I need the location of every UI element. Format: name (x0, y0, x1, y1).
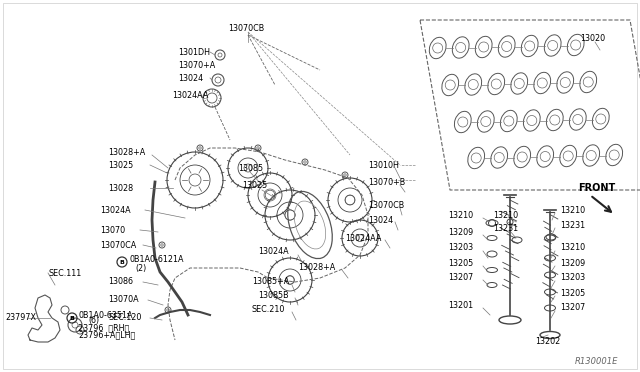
Text: 13085: 13085 (238, 164, 263, 173)
Text: 13024AA: 13024AA (345, 234, 381, 243)
Text: 13202: 13202 (535, 337, 560, 346)
Text: 13028+A: 13028+A (298, 263, 335, 273)
Text: 23796  〈RH〉: 23796 〈RH〉 (78, 324, 129, 333)
Text: 13207: 13207 (560, 304, 585, 312)
Text: 0B1A0-6121A: 0B1A0-6121A (130, 256, 184, 264)
Text: 13210: 13210 (560, 205, 585, 215)
Text: (6): (6) (88, 317, 99, 326)
Text: 13070CB: 13070CB (228, 23, 264, 32)
Text: 13020: 13020 (580, 33, 605, 42)
Text: 13231: 13231 (493, 224, 518, 232)
Text: 13024: 13024 (368, 215, 393, 224)
Text: 13210: 13210 (448, 211, 473, 219)
Text: 13028+A: 13028+A (108, 148, 145, 157)
Text: SEC.111: SEC.111 (48, 269, 81, 278)
Text: 13085+A: 13085+A (252, 278, 289, 286)
Text: 13203: 13203 (448, 244, 473, 253)
Text: 13070: 13070 (100, 225, 125, 234)
Text: 13205: 13205 (448, 259, 473, 267)
Text: 13025: 13025 (108, 160, 133, 170)
Text: B: B (120, 260, 124, 264)
Text: 13209: 13209 (448, 228, 473, 237)
Text: 13010H: 13010H (368, 160, 399, 170)
Text: 13210: 13210 (560, 244, 585, 253)
Text: (2): (2) (135, 264, 147, 273)
Text: 13070+B: 13070+B (368, 177, 405, 186)
Text: B: B (70, 315, 74, 321)
Text: 1301DH: 1301DH (178, 48, 210, 57)
Text: 13203: 13203 (560, 273, 585, 282)
Text: 13070CB: 13070CB (368, 201, 404, 209)
Text: 13205: 13205 (560, 289, 585, 298)
Text: 23797X: 23797X (5, 314, 36, 323)
Text: 13028: 13028 (108, 183, 133, 192)
Text: 13070CA: 13070CA (100, 241, 136, 250)
Text: 23796+A〈LH〉: 23796+A〈LH〉 (78, 330, 135, 340)
Text: FRONT: FRONT (578, 183, 615, 193)
Text: 13025: 13025 (242, 180, 268, 189)
Text: SEC.210: SEC.210 (252, 305, 285, 314)
Text: 13085B: 13085B (258, 291, 289, 299)
Text: R130001E: R130001E (575, 357, 618, 366)
Text: 13210: 13210 (493, 211, 518, 219)
Text: 13201: 13201 (448, 301, 473, 310)
Text: 13024AA: 13024AA (172, 90, 209, 99)
Text: 13070+A: 13070+A (178, 61, 215, 70)
Text: 13024A: 13024A (258, 247, 289, 257)
Text: B: B (70, 315, 74, 321)
Text: 13024A: 13024A (100, 205, 131, 215)
Text: 13209: 13209 (560, 259, 585, 267)
Text: 13207: 13207 (448, 273, 473, 282)
Text: 13070A: 13070A (108, 295, 139, 305)
Text: 13024: 13024 (178, 74, 203, 83)
Text: 13231: 13231 (560, 221, 585, 230)
Text: 13086: 13086 (108, 278, 133, 286)
Text: SEC.120: SEC.120 (108, 314, 141, 323)
Text: 0B1A0-6351A: 0B1A0-6351A (78, 311, 132, 320)
